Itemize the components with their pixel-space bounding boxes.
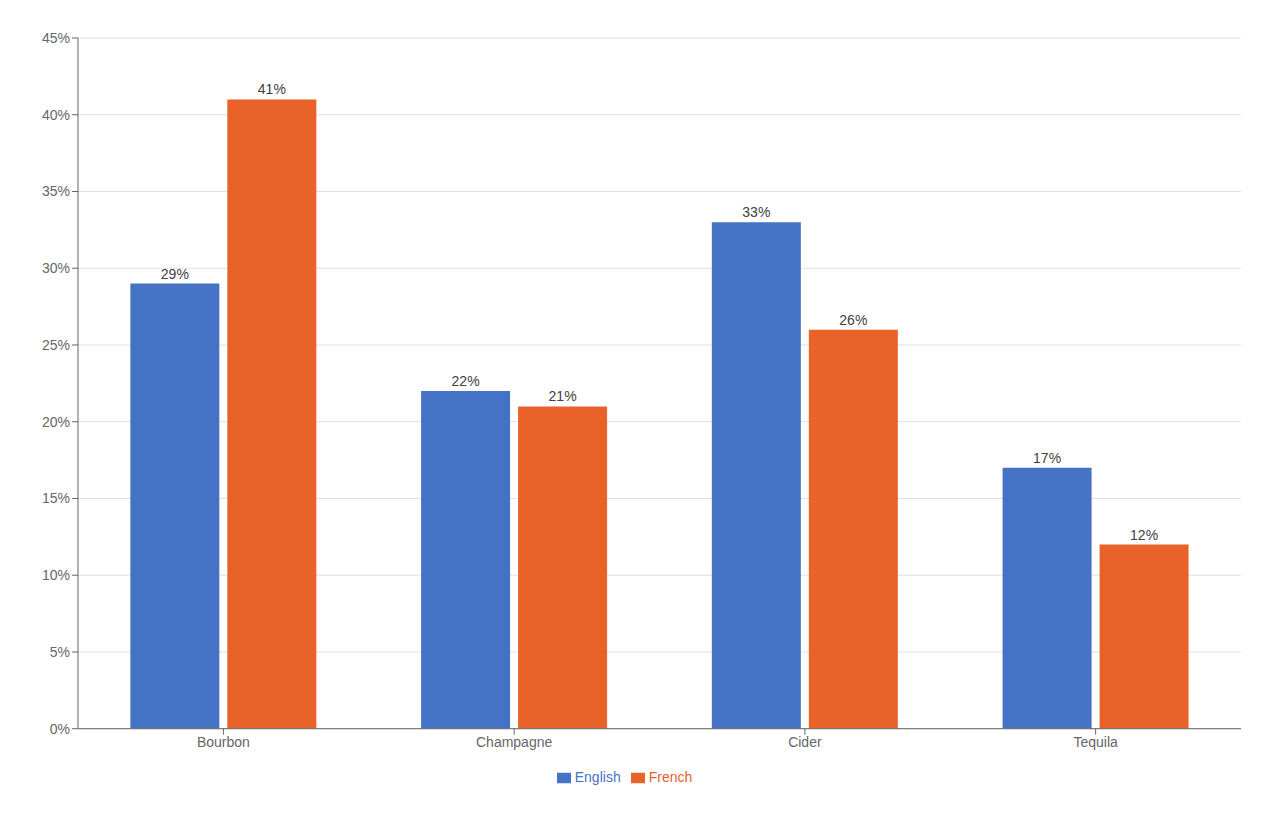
svg-text:21%: 21% xyxy=(549,388,577,404)
svg-text:Champagne: Champagne xyxy=(476,734,552,750)
svg-text:45%: 45% xyxy=(42,30,70,46)
svg-text:22%: 22% xyxy=(452,373,480,389)
svg-text:26%: 26% xyxy=(839,312,867,328)
svg-text:10%: 10% xyxy=(42,567,70,583)
svg-text:15%: 15% xyxy=(42,490,70,506)
svg-text:20%: 20% xyxy=(42,414,70,430)
svg-text:Bourbon: Bourbon xyxy=(197,734,250,750)
html-text:English: English xyxy=(574,768,621,785)
svg-text:5%: 5% xyxy=(50,644,70,660)
svg-text:35%: 35% xyxy=(42,183,70,199)
svg-text:29%: 29% xyxy=(161,266,189,282)
svg-text:Cider: Cider xyxy=(788,734,822,750)
svg-text:25%: 25% xyxy=(42,337,70,353)
svg-text:41%: 41% xyxy=(258,81,286,97)
svg-text:30%: 30% xyxy=(42,260,70,276)
svg-text:0%: 0% xyxy=(50,721,70,737)
svg-text:33%: 33% xyxy=(742,204,770,220)
html-text:French: French xyxy=(648,768,693,785)
svg-text:17%: 17% xyxy=(1033,450,1061,466)
svg-text:12%: 12% xyxy=(1130,527,1158,543)
svg-text:Tequila: Tequila xyxy=(1073,734,1118,750)
svg-text:40%: 40% xyxy=(42,107,70,123)
